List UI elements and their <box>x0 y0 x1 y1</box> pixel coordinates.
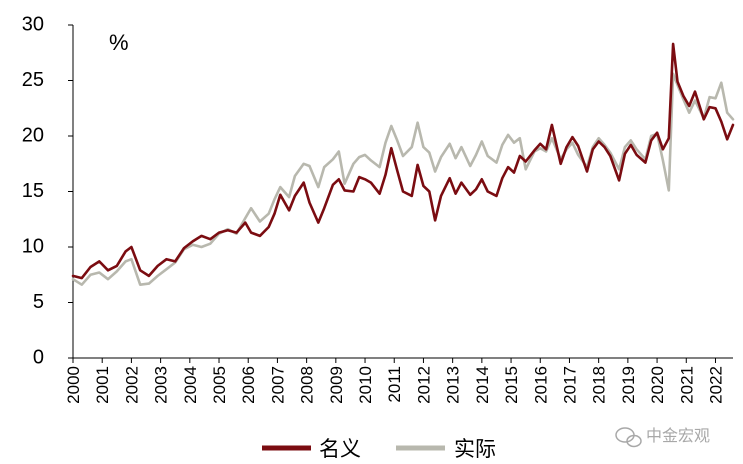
x-tick-label: 2018 <box>590 366 609 404</box>
legend-label-nominal: 名义 <box>319 438 361 461</box>
x-tick-label: 2015 <box>502 366 521 404</box>
watermark: 中金宏观 <box>615 427 710 448</box>
x-tick-label: 2004 <box>181 366 200 404</box>
x-tick-label: 2003 <box>152 366 171 404</box>
y-axis: 0 5 10 15 20 25 30 <box>22 13 74 368</box>
y-tick-label: 5 <box>33 291 44 313</box>
x-tick-label: 2006 <box>239 366 258 404</box>
series-layer <box>71 42 735 286</box>
legend: 名义 实际 <box>262 438 496 461</box>
x-tick-label: 2014 <box>473 366 492 404</box>
x-tick-label: 2021 <box>677 366 696 404</box>
wechat-icon <box>615 427 642 448</box>
x-tick-label: 2002 <box>122 366 141 404</box>
x-tick-label: 2013 <box>444 366 463 404</box>
x-tick-label: 2007 <box>268 366 287 404</box>
x-tick-label: 2010 <box>356 366 375 404</box>
x-tick-label: 2012 <box>414 366 433 404</box>
x-tick-label: 2019 <box>619 366 638 404</box>
x-tick-label: 2000 <box>64 366 83 404</box>
x-tick-label: 2017 <box>560 366 579 404</box>
x-tick-label: 2011 <box>385 366 404 403</box>
y-tick-label: 15 <box>22 180 44 202</box>
y-tick-label: 25 <box>22 69 44 91</box>
x-axis: 2000 2001 2002 2003 2004 2005 2006 2007 2008 2009… <box>64 357 733 404</box>
x-tick-label: 2005 <box>210 366 229 404</box>
y-tick-label: 20 <box>22 124 44 146</box>
x-tick-label: 2016 <box>531 366 550 404</box>
x-tick-label: 2001 <box>93 366 112 404</box>
y-tick-label: 0 <box>33 346 44 368</box>
x-tick-label: 2009 <box>327 366 346 404</box>
series-line-nominal <box>71 42 735 280</box>
watermark-text: 中金宏观 <box>646 427 710 445</box>
unit-label: % <box>109 30 129 55</box>
x-tick-label: 2022 <box>706 366 725 404</box>
y-tick-label: 10 <box>22 235 44 257</box>
x-tick-label: 2008 <box>298 366 317 404</box>
y-tick-label: 30 <box>22 13 44 35</box>
x-tick-label: 2020 <box>648 366 667 404</box>
legend-label-real: 实际 <box>454 438 496 461</box>
series-line-real <box>71 72 735 286</box>
